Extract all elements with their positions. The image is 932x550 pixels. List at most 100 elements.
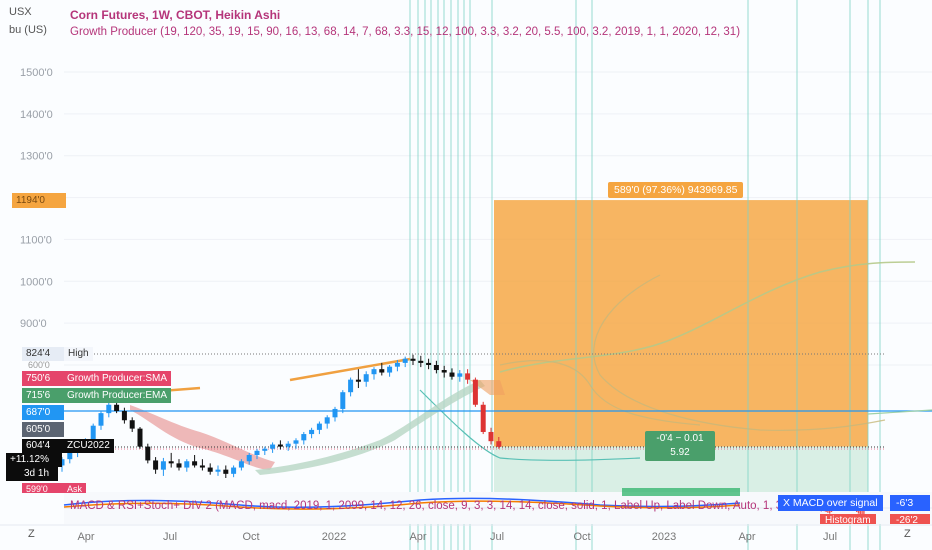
target-price-label: 1194'0 [12, 193, 66, 208]
x-tick-label: 2022 [322, 531, 346, 543]
candle-body [192, 461, 198, 466]
price-lines [64, 353, 932, 450]
candle-body [277, 444, 283, 447]
candle-body [472, 379, 478, 405]
candle-body [223, 469, 229, 474]
candle-body [348, 379, 354, 393]
x-tick-label: Oct [242, 531, 259, 543]
candle-body [324, 417, 330, 424]
ema-ribbon [255, 380, 485, 475]
candle-body [441, 370, 447, 373]
candle-body [184, 461, 190, 468]
unit-label: bu (US) [9, 24, 47, 36]
histogram-bar [863, 508, 865, 519]
zoom-right-button[interactable]: Z [904, 528, 911, 540]
y-tick-label: 1300'0 [20, 151, 53, 163]
macd-signal-text: X MACD over signal [778, 495, 883, 511]
candle-body [114, 404, 120, 412]
ema-text-label: Growth Producer:EMA [63, 388, 172, 403]
candles [59, 354, 502, 479]
candle-body [480, 404, 486, 432]
candle-body [67, 452, 73, 460]
candle-body [176, 463, 182, 468]
candle-body [121, 411, 127, 421]
ribbon-tail [470, 380, 505, 395]
p605-label: 605'0 [22, 422, 64, 437]
candle-body [106, 404, 112, 414]
candle-body [332, 408, 338, 418]
forecast-loop [593, 274, 886, 431]
measure-bottom-line1: -0'4 − 0.01 [656, 433, 704, 444]
x-tick-label: Oct [573, 531, 590, 543]
candle-body [309, 429, 315, 435]
candle-body [59, 459, 65, 466]
candle-body [371, 369, 377, 375]
x-tick-label: Jul [823, 531, 837, 543]
candle-body [262, 448, 268, 451]
candle-body [246, 454, 252, 462]
countdown-label: 3d 1h [6, 467, 58, 481]
histogram-bar [861, 508, 863, 517]
candle-body [168, 461, 174, 464]
high-value-label: 824'4 [22, 347, 64, 361]
histogram-value: -26'2 [890, 514, 930, 524]
candle-body [98, 413, 104, 426]
zoom-left-button[interactable]: Z [28, 528, 35, 540]
measure-top-label: 589'0 (97.36%) 943969.85 [608, 182, 744, 198]
y-tick-label: 1100'0 [20, 234, 52, 246]
sma-value-label: 750'6 [22, 371, 64, 386]
ema-value-label: 715'6 [22, 388, 64, 403]
y-tick-label: 900'0 [20, 318, 47, 330]
y-tick-label: 1000'0 [20, 276, 53, 288]
candle-body [207, 467, 213, 472]
candle-body [394, 362, 400, 367]
y-tick-label: 1400'0 [20, 109, 53, 121]
candle-body [488, 431, 494, 442]
currency-label: USX [9, 6, 32, 18]
line-value-label: 687'0 [22, 405, 64, 420]
forecast-upper [499, 261, 916, 373]
signal-line [63, 500, 741, 510]
cycle-lines [409, 0, 881, 550]
candle-body [231, 467, 237, 474]
x-tick-label: Jul [490, 531, 504, 543]
candle-body [270, 444, 276, 449]
macd-green-bar [622, 488, 740, 496]
candle-body [129, 420, 135, 429]
indicator-label[interactable]: Growth Producer (19, 120, 35, 19, 15, 90… [70, 26, 741, 38]
ma-ribbons [130, 380, 505, 475]
candle-body [418, 360, 424, 363]
candle-body [145, 446, 151, 461]
candle-body [160, 461, 166, 470]
target-zone[interactable] [494, 200, 868, 447]
x-tick-label: Jul [163, 531, 177, 543]
candle-body [379, 369, 385, 373]
candle-body [433, 365, 439, 371]
measure-bottom-label: -0'4 − 0.01 5.92 [645, 431, 715, 461]
candle-body [238, 461, 244, 468]
candle-body [410, 358, 416, 361]
macd-pane-label[interactable]: MACD & RSI+Stoch+ DIV 2 (MACD, macd, 201… [70, 500, 825, 512]
last-price-label: 604'4 [22, 439, 64, 453]
sma-ribbon [130, 405, 275, 470]
histogram-bar [859, 508, 861, 516]
candle-body [137, 428, 143, 447]
change-label: +11.12% [6, 453, 62, 467]
ask-value-label: 599'0 [22, 483, 64, 493]
candle-body [254, 450, 260, 455]
y-axis: 1500'0 1400'0 1300'0 1100'0 1000'0 900'0 [20, 67, 53, 330]
forecast-tail [867, 409, 932, 415]
measure-bottom-line2: 5.92 [670, 447, 690, 458]
candle-body [363, 374, 369, 382]
chart-title[interactable]: Corn Futures, 1W, CBOT, Heikin Ashi [70, 8, 281, 22]
x-tick-label: Apr [409, 531, 426, 543]
symbol-label: ZCU2022 [63, 439, 114, 453]
candle-body [90, 425, 96, 441]
x-tick-label: Apr [77, 531, 94, 543]
candle-body [340, 392, 346, 409]
candle-body [293, 440, 299, 444]
x-tick-label: Apr [738, 531, 755, 543]
macd-line [63, 497, 741, 508]
candle-body [301, 434, 307, 441]
